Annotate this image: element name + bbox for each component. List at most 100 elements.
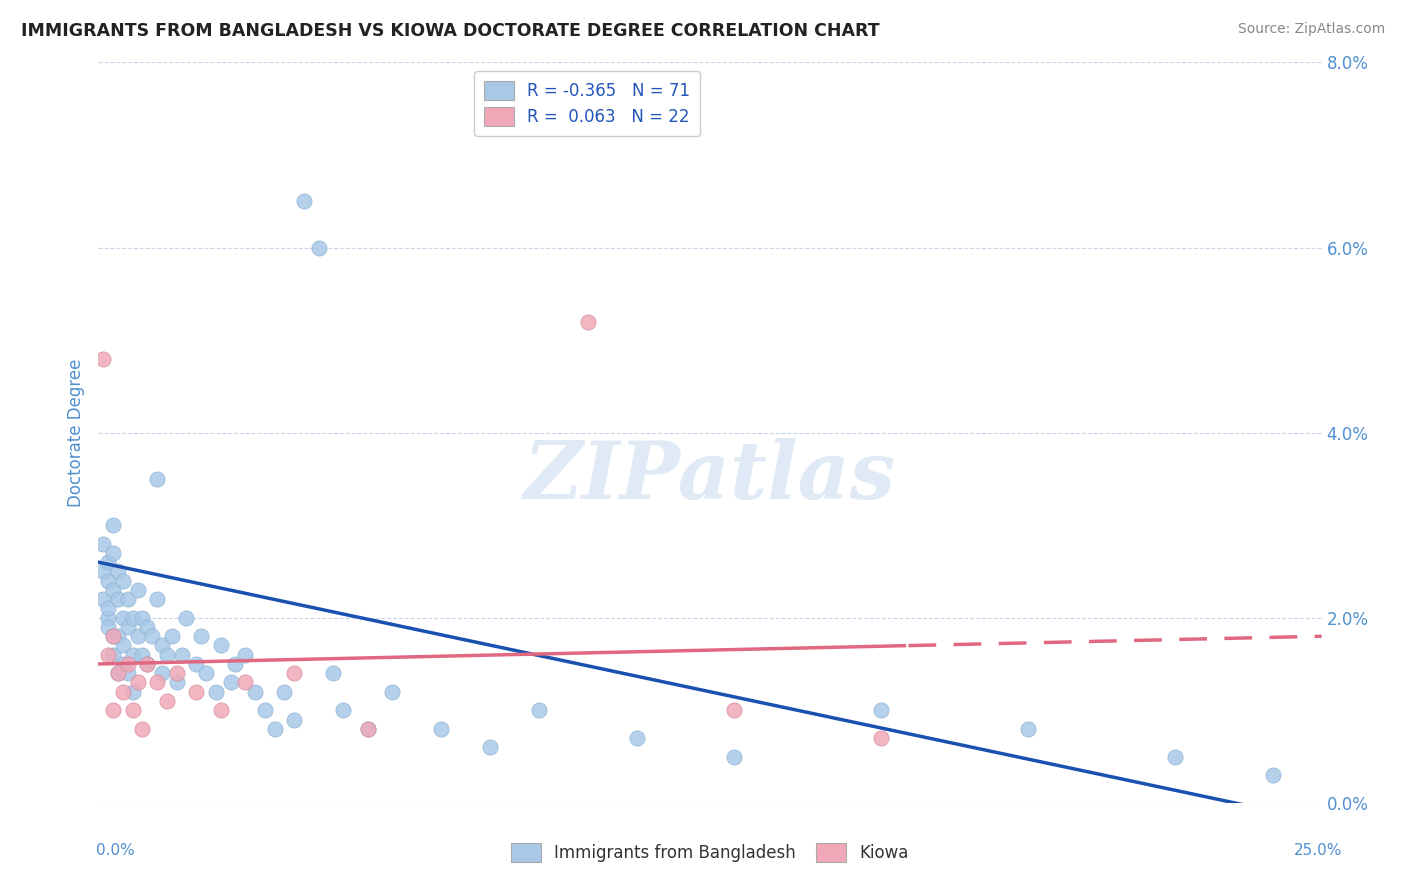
Point (273, 685, 295, 699)
Point (224, 657, 246, 671)
Point (121, 610, 143, 624)
Point (219, 675, 242, 690)
Point (117, 666, 139, 681)
Point (97, 555, 120, 569)
Point (150, 639, 173, 653)
Point (332, 703, 354, 717)
Point (107, 629, 129, 643)
Point (576, 314, 599, 328)
Point (97, 601, 120, 615)
Point (121, 703, 143, 717)
Point (111, 574, 134, 588)
Point (121, 648, 143, 662)
Point (233, 648, 256, 662)
Point (356, 722, 378, 736)
Point (107, 565, 129, 579)
Point (723, 703, 745, 717)
Point (292, 194, 315, 209)
Point (146, 592, 169, 607)
Point (527, 703, 550, 717)
Point (111, 657, 134, 671)
Point (131, 648, 153, 662)
Point (243, 685, 266, 699)
Point (146, 675, 169, 690)
Point (156, 648, 179, 662)
Point (127, 582, 149, 597)
Point (117, 657, 139, 671)
Point (97, 610, 120, 624)
Text: ZIPatlas: ZIPatlas (524, 438, 896, 516)
Point (101, 648, 124, 662)
Text: 0.0%: 0.0% (96, 843, 135, 858)
Point (136, 657, 159, 671)
Point (91, 565, 114, 579)
Point (209, 703, 232, 717)
Point (131, 722, 153, 736)
Point (136, 620, 159, 634)
Point (478, 740, 501, 755)
Point (1164, 749, 1187, 764)
Point (205, 685, 228, 699)
Point (136, 657, 159, 671)
Point (127, 675, 149, 690)
Point (186, 685, 208, 699)
Point (253, 703, 276, 717)
Point (1017, 722, 1039, 736)
Point (381, 685, 404, 699)
Text: IMMIGRANTS FROM BANGLADESH VS KIOWA DOCTORATE DEGREE CORRELATION CHART: IMMIGRANTS FROM BANGLADESH VS KIOWA DOCT… (21, 22, 880, 40)
Point (101, 518, 124, 533)
Point (170, 648, 193, 662)
Point (121, 685, 143, 699)
Point (97, 620, 120, 634)
Point (195, 666, 218, 681)
Y-axis label: Doctorate Degree: Doctorate Degree (67, 359, 86, 507)
Point (107, 666, 129, 681)
Point (283, 713, 305, 727)
Text: Source: ZipAtlas.com: Source: ZipAtlas.com (1237, 22, 1385, 37)
Point (146, 472, 169, 486)
Point (626, 731, 648, 745)
Point (150, 666, 173, 681)
Point (870, 731, 893, 745)
Point (107, 666, 129, 681)
Point (141, 629, 163, 643)
Point (308, 240, 330, 255)
Point (101, 703, 124, 717)
Point (209, 639, 232, 653)
Point (156, 694, 179, 708)
Point (111, 639, 134, 653)
Point (356, 722, 378, 736)
Point (160, 629, 183, 643)
Point (166, 675, 188, 690)
Point (117, 592, 139, 607)
Point (97, 648, 120, 662)
Point (127, 629, 149, 643)
Point (176, 610, 198, 624)
Point (723, 749, 745, 764)
Point (91, 351, 114, 366)
Point (111, 685, 134, 699)
Point (101, 629, 124, 643)
Point (322, 666, 344, 681)
Point (101, 546, 124, 560)
Point (190, 629, 212, 643)
Point (1261, 768, 1284, 782)
Point (101, 582, 124, 597)
Point (91, 536, 114, 550)
Point (186, 657, 208, 671)
Point (131, 610, 153, 624)
Point (97, 574, 120, 588)
Point (166, 666, 188, 681)
Point (263, 722, 285, 736)
Point (101, 629, 124, 643)
Point (870, 703, 893, 717)
Point (91, 592, 114, 607)
Legend: Immigrants from Bangladesh, Kiowa: Immigrants from Bangladesh, Kiowa (505, 836, 915, 869)
Point (117, 620, 139, 634)
Point (111, 610, 134, 624)
Point (430, 722, 453, 736)
Point (233, 675, 256, 690)
Text: 25.0%: 25.0% (1295, 843, 1343, 858)
Point (107, 592, 129, 607)
Point (283, 666, 305, 681)
